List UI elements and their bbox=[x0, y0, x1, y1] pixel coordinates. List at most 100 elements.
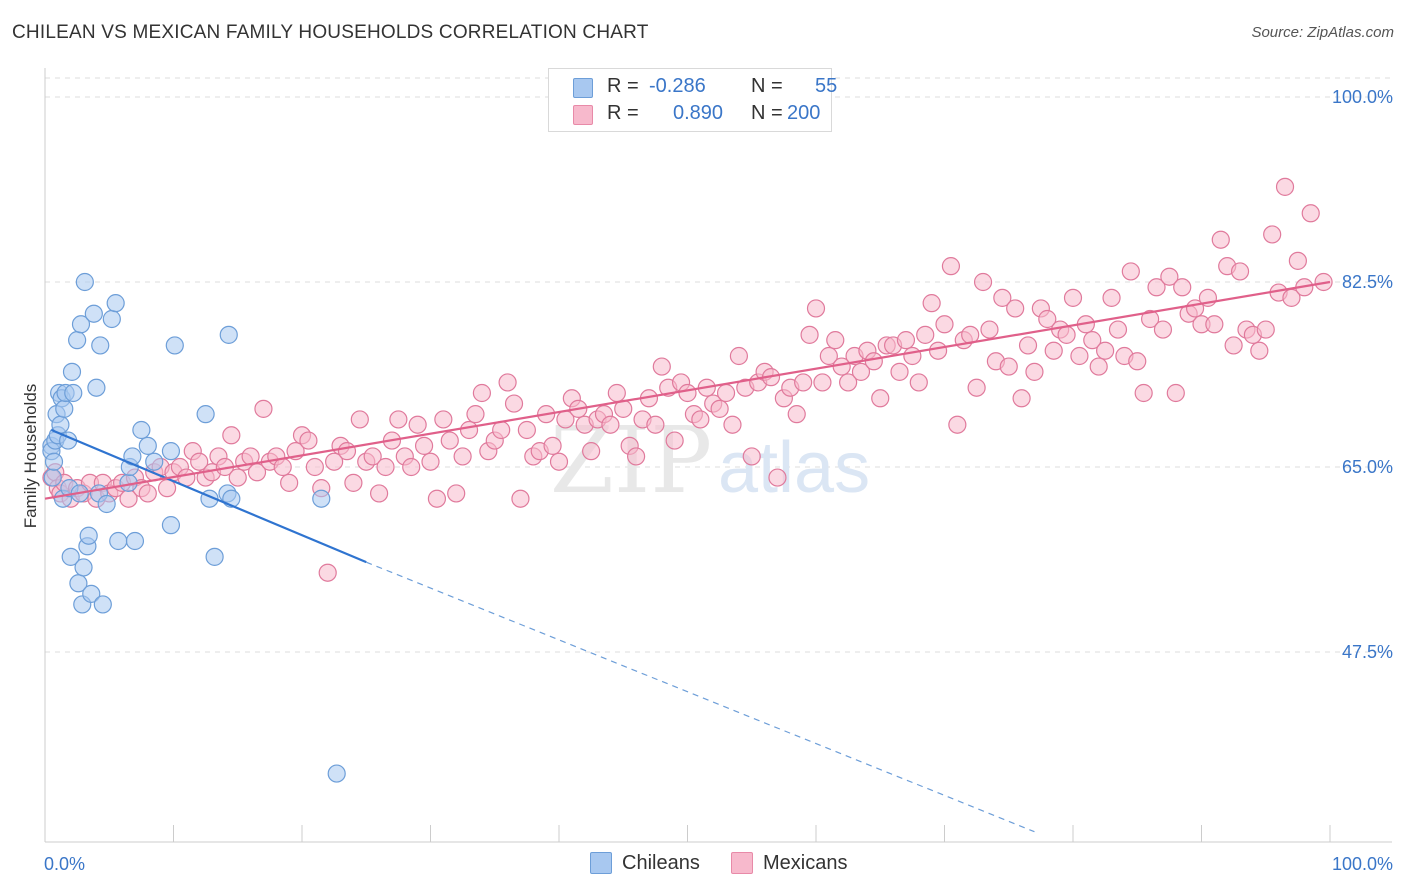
point-mexican bbox=[839, 373, 858, 392]
point-mexican bbox=[999, 357, 1018, 376]
point-mexican bbox=[716, 383, 736, 403]
legend-swatch-chileans bbox=[573, 78, 593, 98]
point-chilean bbox=[71, 315, 91, 334]
point-chilean bbox=[93, 595, 112, 614]
point-chilean bbox=[91, 336, 110, 355]
point-mexican bbox=[1250, 341, 1269, 360]
point-chilean bbox=[196, 405, 215, 424]
point-mexican bbox=[1275, 177, 1295, 196]
point-mexican bbox=[935, 315, 954, 334]
point-mexican bbox=[1301, 204, 1320, 223]
point-mexican bbox=[427, 489, 447, 508]
x-tick-label: 100.0% bbox=[1332, 854, 1393, 874]
point-mexican bbox=[305, 457, 324, 477]
point-mexican bbox=[1089, 357, 1108, 376]
stats-legend: R = -0.286 N = 55 R = 0.890 N = 200 bbox=[548, 68, 837, 132]
point-mexican bbox=[440, 431, 459, 450]
point-mexican bbox=[922, 294, 941, 313]
point-mexican bbox=[1044, 341, 1063, 360]
point-mexican bbox=[826, 331, 845, 350]
point-mexican bbox=[1038, 309, 1057, 329]
point-chilean bbox=[165, 336, 184, 355]
point-mexican bbox=[1070, 346, 1089, 366]
series-mexicans-points bbox=[42, 177, 1333, 582]
trend-line-mexicans bbox=[44, 280, 1331, 500]
point-mexican bbox=[543, 436, 562, 455]
point-mexican bbox=[1025, 362, 1044, 381]
point-mexican bbox=[498, 373, 517, 392]
y-tick-label: 100.0% bbox=[1332, 87, 1393, 107]
point-chilean bbox=[64, 383, 83, 403]
point-mexican bbox=[325, 452, 344, 471]
point-chilean bbox=[74, 558, 93, 577]
point-mexican bbox=[434, 410, 453, 429]
point-chilean bbox=[132, 420, 151, 440]
x-tick-label: 0.0% bbox=[44, 854, 85, 874]
point-chilean bbox=[44, 452, 64, 471]
point-mexican bbox=[1256, 320, 1275, 339]
point-chilean bbox=[97, 494, 116, 514]
point-mexican bbox=[1083, 331, 1102, 350]
point-mexican bbox=[517, 420, 536, 440]
point-mexican bbox=[864, 352, 883, 371]
y-tick-label: 82.5% bbox=[1342, 272, 1393, 292]
y-tick-label: 65.0% bbox=[1342, 457, 1393, 477]
point-mexican bbox=[806, 299, 826, 318]
point-mexican bbox=[1288, 251, 1307, 270]
point-mexican bbox=[800, 325, 819, 344]
point-mexican bbox=[1224, 336, 1243, 355]
point-mexican bbox=[993, 288, 1012, 307]
legend-swatch-chileans bbox=[590, 852, 612, 874]
n-label: N = bbox=[751, 75, 783, 97]
point-mexican bbox=[1205, 315, 1224, 334]
point-chilean bbox=[75, 272, 94, 292]
point-mexican bbox=[1166, 383, 1185, 403]
point-mexican bbox=[350, 410, 369, 429]
point-chilean bbox=[106, 294, 125, 313]
point-mexican bbox=[928, 341, 948, 360]
point-chilean bbox=[61, 547, 80, 566]
point-mexican bbox=[819, 346, 838, 366]
point-mexican bbox=[337, 442, 357, 461]
point-mexican bbox=[504, 394, 524, 413]
point-mexican bbox=[1147, 278, 1166, 297]
y-axis-label: Family Households bbox=[21, 384, 40, 529]
point-mexican bbox=[228, 468, 247, 487]
point-mexican bbox=[138, 484, 157, 503]
y-tick-label: 47.5% bbox=[1342, 642, 1393, 662]
trend-line-chileans-extension bbox=[366, 561, 1035, 833]
point-mexican bbox=[1263, 225, 1282, 244]
point-chilean bbox=[55, 399, 74, 418]
point-mexican bbox=[1012, 389, 1031, 408]
point-chilean bbox=[109, 531, 128, 551]
point-chilean bbox=[87, 378, 106, 397]
point-mexican bbox=[1121, 262, 1140, 281]
point-mexican bbox=[254, 399, 273, 418]
point-mexican bbox=[453, 447, 472, 466]
point-chilean bbox=[43, 468, 62, 487]
point-mexican bbox=[787, 405, 806, 424]
point-mexican bbox=[1096, 341, 1115, 360]
r-value: -0.286 bbox=[649, 75, 706, 97]
point-mexican bbox=[1173, 278, 1192, 297]
point-mexican bbox=[1063, 288, 1083, 307]
point-mexican bbox=[665, 431, 684, 450]
n-value: 200 bbox=[787, 102, 821, 124]
point-mexican bbox=[871, 389, 890, 408]
legend-label-chileans: Chileans bbox=[622, 852, 700, 874]
point-mexican bbox=[1102, 288, 1121, 307]
point-mexican bbox=[318, 563, 337, 582]
point-chilean bbox=[125, 531, 145, 551]
point-mexican bbox=[742, 447, 761, 466]
legend-swatch-mexicans bbox=[573, 105, 593, 125]
point-mexican bbox=[492, 420, 511, 440]
point-mexican bbox=[980, 320, 999, 339]
point-mexican bbox=[941, 257, 961, 276]
point-mexican bbox=[402, 457, 421, 477]
point-chilean bbox=[219, 325, 238, 344]
tick-labels: 100.0% 82.5% 65.0% 47.5% 0.0% 100.0% bbox=[44, 87, 1393, 874]
point-mexican bbox=[903, 346, 922, 366]
point-mexican bbox=[376, 457, 395, 477]
r-label: R = bbox=[607, 102, 639, 124]
